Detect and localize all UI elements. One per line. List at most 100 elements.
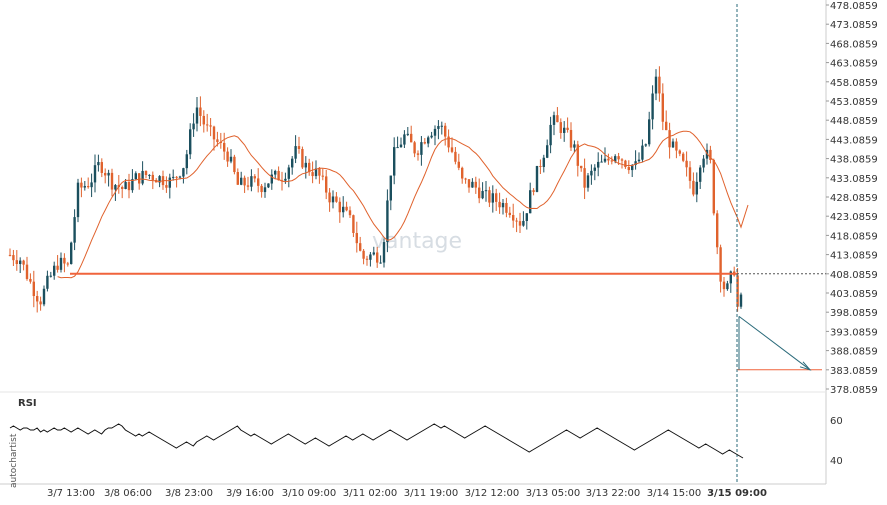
y-tick-label: 378.0859 — [830, 385, 878, 396]
candle-body — [148, 174, 151, 176]
candle-body — [556, 115, 559, 123]
candle-body — [437, 126, 440, 129]
x-tick-label: 3/14 15:00 — [647, 488, 701, 499]
candle-body — [498, 201, 501, 208]
candle-body — [501, 202, 505, 208]
candle-body — [59, 257, 63, 270]
candle-body — [454, 151, 457, 162]
candle-body — [335, 196, 338, 202]
candle-body — [318, 168, 321, 176]
candle-body — [542, 157, 545, 167]
candle-body — [627, 167, 630, 171]
candle-body — [699, 167, 702, 182]
candle-body — [42, 288, 46, 305]
candle-body — [722, 281, 726, 290]
candle-body — [165, 185, 168, 188]
candle-body — [355, 232, 358, 244]
candle-body — [692, 180, 695, 195]
autochartist-label: autochartist — [9, 433, 19, 488]
candle-body — [325, 176, 328, 193]
candle-body — [189, 129, 192, 155]
candle-body — [212, 126, 216, 140]
candle-body — [83, 186, 86, 188]
candle-body — [73, 217, 76, 243]
candle-body — [168, 177, 171, 188]
candle-body — [403, 134, 406, 145]
candle-body — [253, 176, 256, 179]
candle-body — [151, 174, 154, 180]
candle-body — [620, 159, 624, 161]
candle-body — [416, 153, 420, 155]
candle-body — [338, 201, 341, 213]
candle-body — [308, 162, 311, 173]
candle-body — [410, 133, 413, 143]
candle-body — [478, 187, 481, 199]
candle-body — [661, 93, 664, 122]
candle-body — [331, 196, 335, 203]
candle-body — [70, 242, 73, 265]
candle-body — [362, 250, 365, 259]
y-tick-label: 383.0859 — [830, 366, 878, 377]
candle-body — [229, 156, 233, 162]
y-tick-label: 448.0859 — [830, 116, 878, 127]
candle-body — [223, 142, 226, 152]
candle-body — [593, 167, 596, 171]
x-tick-label: 3/11 02:00 — [343, 488, 397, 499]
candle-body — [124, 182, 127, 189]
candle-body — [202, 115, 205, 125]
candle-body — [654, 76, 658, 94]
candle-body — [641, 145, 644, 160]
candle-body — [420, 142, 423, 155]
y-tick-label: 428.0859 — [830, 193, 878, 204]
y-tick-label: 398.0859 — [830, 308, 878, 319]
candle-body — [19, 260, 22, 265]
candle-body — [566, 127, 569, 130]
candle-body — [406, 133, 409, 135]
watermark: vantage — [372, 229, 462, 254]
candle-body — [372, 252, 375, 255]
candle-body — [491, 193, 494, 203]
candle-body — [590, 170, 593, 176]
candle-body — [172, 176, 175, 178]
candle-body — [471, 181, 474, 188]
candle-body — [36, 296, 39, 302]
y-tick-label: 478.0859 — [830, 1, 878, 12]
candle-body — [63, 257, 66, 264]
candle-body — [8, 254, 12, 256]
y-tick-label: 393.0859 — [830, 327, 878, 338]
candle-body — [648, 119, 651, 145]
candle-body — [185, 154, 188, 169]
y-tick-label: 473.0859 — [830, 20, 878, 31]
candle-body — [226, 151, 229, 162]
candle-body — [158, 176, 161, 183]
candle-body — [637, 159, 641, 162]
candle-body — [464, 178, 467, 180]
candle-body — [246, 185, 250, 187]
y-tick-label: 458.0859 — [830, 78, 878, 89]
x-tick-label: 3/10 09:00 — [282, 488, 336, 499]
candle-body — [297, 146, 301, 150]
candle-body — [665, 121, 668, 131]
candle-body — [107, 172, 110, 176]
candle-body — [512, 215, 515, 221]
candle-body — [535, 165, 539, 192]
candle-body — [495, 193, 498, 202]
candle-body — [529, 190, 532, 214]
candle-body — [110, 172, 114, 190]
forecast-arrow — [738, 315, 811, 371]
candle-body — [141, 170, 144, 184]
candle-body — [267, 183, 270, 188]
candle-body — [532, 190, 535, 192]
candle-body — [427, 137, 430, 144]
candle-body — [702, 158, 705, 168]
y-tick-label: 418.0859 — [830, 231, 878, 242]
candle-body — [393, 147, 396, 176]
rsi-label: RSI — [18, 398, 37, 409]
candle-body — [563, 127, 566, 133]
candle-body — [342, 206, 345, 213]
candle-body — [583, 168, 586, 188]
candle-body — [304, 162, 307, 168]
candle-body — [56, 265, 59, 270]
candle-body — [447, 136, 450, 148]
y-tick-label: 468.0859 — [830, 39, 878, 50]
